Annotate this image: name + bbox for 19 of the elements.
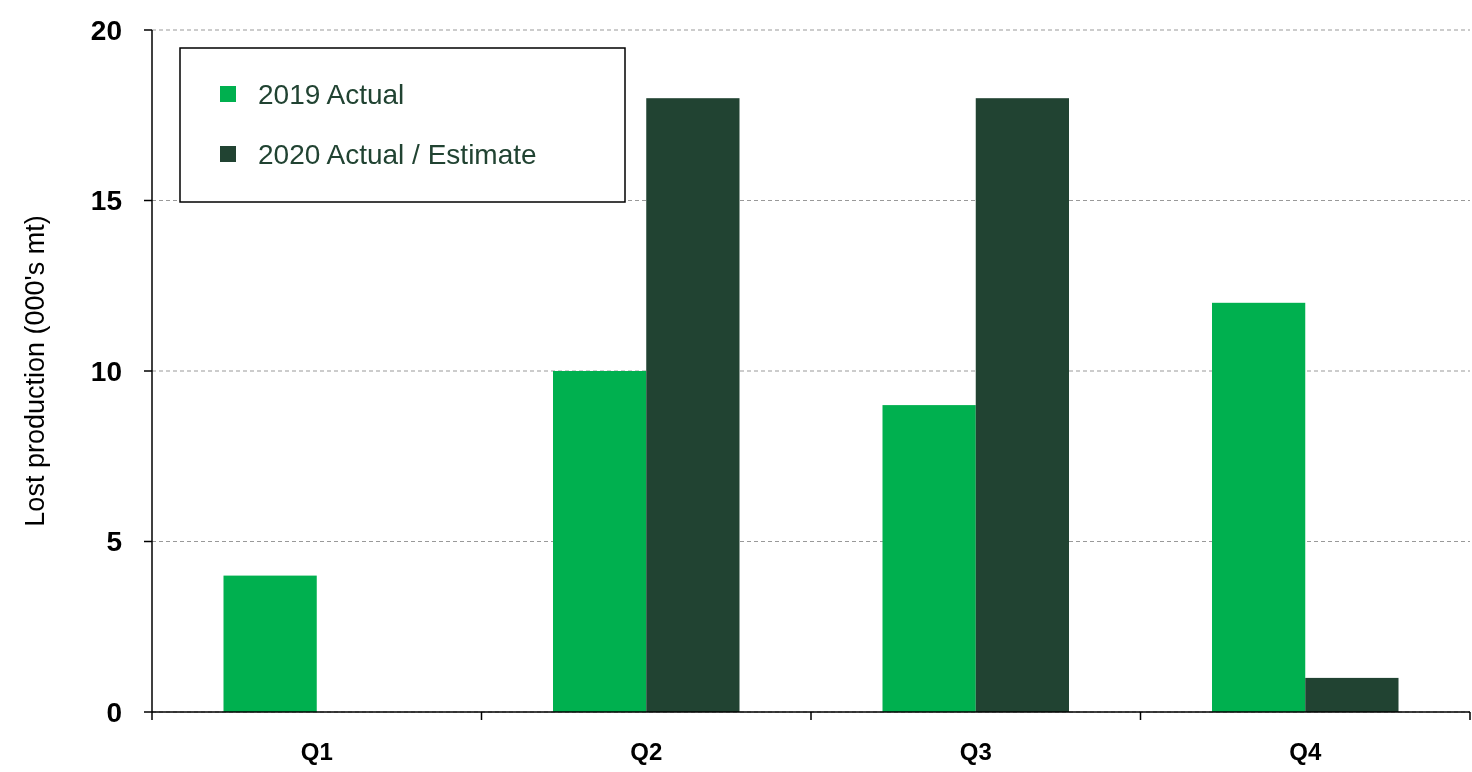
x-tick-label: Q4 <box>1289 738 1322 765</box>
bar <box>1305 677 1399 712</box>
x-tick-label: Q1 <box>300 738 333 765</box>
bar <box>223 575 317 712</box>
y-tick-label: 20 <box>90 14 122 46</box>
x-tick-label: Q3 <box>959 738 992 765</box>
y-tick-label: 0 <box>106 696 122 728</box>
bar <box>975 98 1069 712</box>
bar <box>882 405 976 712</box>
y-tick-label: 5 <box>106 526 122 558</box>
y-tick-label: 10 <box>90 355 122 387</box>
legend-label: 2019 Actual <box>258 78 405 110</box>
x-tick-label: Q2 <box>630 738 663 765</box>
y-axis-title: Lost production (000's mt) <box>20 215 50 527</box>
bar <box>1212 302 1306 712</box>
bar <box>553 371 647 712</box>
bar <box>646 98 740 712</box>
legend-label: 2020 Actual / Estimate <box>258 138 537 170</box>
y-tick-label: 15 <box>90 185 122 217</box>
